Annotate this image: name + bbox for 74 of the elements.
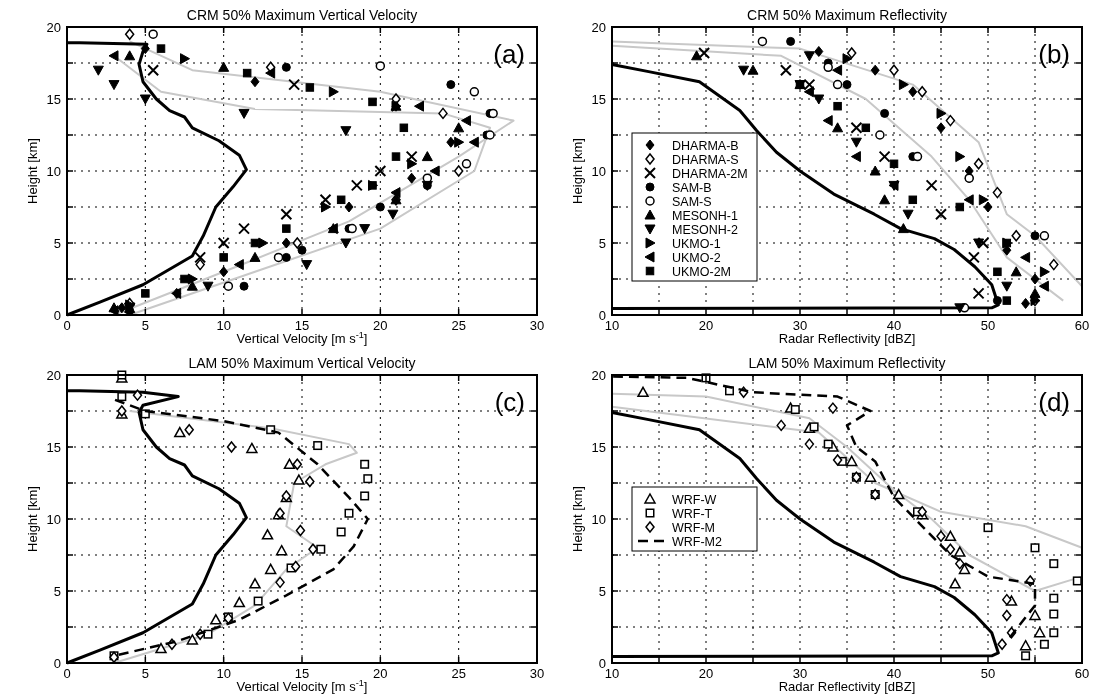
x-tick-label: 30 <box>529 666 545 681</box>
x-tick-label: 10 <box>216 318 231 333</box>
x-tick-label: 15 <box>294 666 310 681</box>
legend-label: DHARMA-B <box>672 138 739 153</box>
y-tick-label: 20 <box>46 367 61 383</box>
legend-label: WRF-M <box>672 520 716 535</box>
x-tick-label: 0 <box>63 666 71 681</box>
x-tick-label: 5 <box>141 666 149 681</box>
x-axis-title: Vertical Velocity [m s$^{-1}$] <box>236 330 368 346</box>
x-tick-label: 30 <box>792 318 808 333</box>
y-tick-label: 20 <box>591 367 606 383</box>
y-tick-label: 10 <box>46 511 61 527</box>
y-axis-title: Height [km] <box>25 486 40 552</box>
x-axis-title: Radar Reflectivity [dBZ] <box>778 679 916 694</box>
legend-label: UKMO-2 <box>672 250 721 265</box>
x-tick-label: 50 <box>980 318 996 333</box>
legend-label: UKMO-1 <box>672 236 721 251</box>
y-tick-label: 15 <box>591 439 606 455</box>
legend-label: MESONH-1 <box>672 208 739 223</box>
y-tick-label: 5 <box>598 235 606 251</box>
x-tick-label: 15 <box>294 318 310 333</box>
legend-label: SAM-B <box>672 180 712 195</box>
y-tick-label: 10 <box>591 163 606 179</box>
y-tick-label: 10 <box>591 511 606 527</box>
chart-title: CRM 50% Maximum Vertical Velocity <box>186 7 418 23</box>
x-tick-label: 50 <box>980 666 996 681</box>
x-tick-label: 20 <box>373 666 388 681</box>
legend-label: UKMO-2M <box>672 264 732 279</box>
y-tick-label: 20 <box>591 19 606 35</box>
legend-label: DHARMA-S <box>672 152 739 167</box>
x-tick-label: 25 <box>451 318 466 333</box>
x-tick-label: 60 <box>1074 666 1090 681</box>
y-tick-label: 0 <box>53 307 61 323</box>
y-tick-label: 15 <box>46 439 61 455</box>
y-tick-label: 0 <box>598 655 606 671</box>
chart-title: CRM 50% Maximum Reflectivity <box>747 7 947 23</box>
x-tick-label: 0 <box>63 318 71 333</box>
legend-label: WRF-W <box>672 492 717 507</box>
legend-label: WRF-T <box>672 506 713 521</box>
y-tick-label: 5 <box>598 583 606 599</box>
y-tick-label: 0 <box>53 655 61 671</box>
x-tick-label: 40 <box>886 666 902 681</box>
annotation: (c) <box>494 387 525 417</box>
y-axis-title: Height [km] <box>570 138 585 204</box>
y-tick-label: 5 <box>53 583 61 599</box>
x-tick-label: 30 <box>529 318 545 333</box>
y-tick-label: 5 <box>53 235 61 251</box>
y-tick-label: 0 <box>598 307 606 323</box>
x-tick-label: 20 <box>373 318 388 333</box>
x-axis-title: Radar Reflectivity [dBZ] <box>778 331 916 346</box>
x-tick-label: 25 <box>451 666 466 681</box>
x-tick-label: 20 <box>698 666 714 681</box>
x-tick-label: 60 <box>1074 318 1090 333</box>
chart-title: LAM 50% Maximum Reflectivity <box>748 355 946 371</box>
x-tick-label: 20 <box>698 318 714 333</box>
y-tick-label: 15 <box>591 91 606 107</box>
x-tick-label: 40 <box>886 318 902 333</box>
legend-label: SAM-S <box>672 194 712 209</box>
legend-label: DHARMA-2M <box>672 166 748 181</box>
x-axis-title: Vertical Velocity [m s$^{-1}$] <box>236 678 368 694</box>
y-tick-label: 15 <box>46 91 61 107</box>
y-axis-title: Height [km] <box>570 486 585 552</box>
legend-label: WRF-M2 <box>672 534 723 549</box>
y-tick-label: 10 <box>46 163 61 179</box>
annotation: (a) <box>493 39 525 69</box>
annotation: (b) <box>1038 39 1070 69</box>
y-axis-title: Height [km] <box>25 138 40 204</box>
x-tick-label: 5 <box>141 318 149 333</box>
x-tick-label: 30 <box>792 666 808 681</box>
chart-title: LAM 50% Maximum Vertical Velocity <box>188 355 416 371</box>
y-tick-label: 20 <box>46 19 61 35</box>
x-tick-label: 10 <box>216 666 231 681</box>
legend-label: MESONH-2 <box>672 222 739 237</box>
annotation: (d) <box>1038 387 1070 417</box>
